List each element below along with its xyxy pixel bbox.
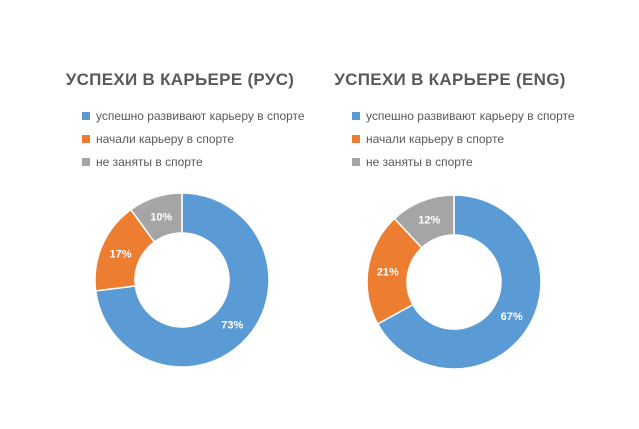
legend-label: начали карьеру в спорте [366, 131, 504, 146]
donut-slice [94, 192, 270, 368]
legend-item: не заняты в спорте [82, 150, 305, 173]
slice-data-label: 10% [150, 211, 172, 223]
donut-chart: 73% 17% 10% [94, 192, 270, 368]
chart-title: УСПЕХИ В КАРЬЕРЕ (ENG) [334, 70, 566, 89]
legend-label: успешно развивают карьеру в спорте [96, 108, 305, 123]
legend-label: не заняты в спорте [96, 154, 203, 169]
donut-slice [129, 192, 183, 244]
slice-data-label: 73% [221, 319, 243, 331]
chart-rus: УСПЕХИ В КАРЬЕРЕ (РУС) успешно развивают… [30, 0, 330, 429]
legend-swatch [352, 157, 360, 166]
legend-label: успешно развивают карьеру в спорте [366, 108, 575, 123]
slice-data-label: 17% [109, 248, 131, 260]
legend-swatch [82, 157, 90, 166]
donut-chart: 67% 21% 12% [366, 194, 542, 370]
legend: успешно развивают карьеру в спорте начал… [352, 104, 575, 173]
donut-slice [393, 194, 455, 249]
legend-item: успешно развивают карьеру в спорте [82, 104, 305, 127]
slice-data-label: 67% [501, 311, 523, 323]
chart-title: УСПЕХИ В КАРЬЕРЕ (РУС) [65, 70, 295, 89]
legend-swatch [352, 111, 360, 120]
legend-swatch [82, 134, 90, 143]
legend-item: начали карьеру в спорте [352, 127, 575, 150]
chart-eng: УСПЕХИ В КАРЬЕРЕ (ENG) успешно развивают… [300, 0, 600, 429]
slice-data-label: 21% [377, 267, 399, 279]
legend-swatch [82, 111, 90, 120]
legend-label: начали карьеру в спорте [96, 131, 234, 146]
slice-data-label: 12% [418, 215, 440, 227]
legend-swatch [352, 134, 360, 143]
donut-slice [376, 194, 542, 370]
legend-item: не заняты в спорте [352, 150, 575, 173]
legend-label: не заняты в спорте [366, 154, 473, 169]
legend-item: успешно развивают карьеру в спорте [352, 104, 575, 127]
legend: успешно развивают карьеру в спорте начал… [82, 104, 305, 173]
legend-item: начали карьеру в спорте [82, 127, 305, 150]
